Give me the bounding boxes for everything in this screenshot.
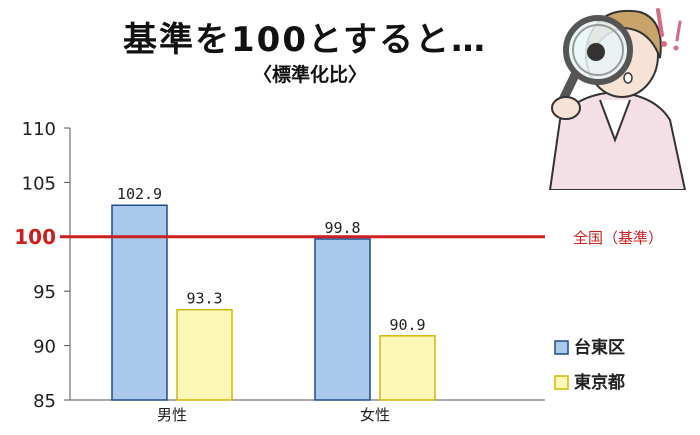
chart-subtitle: 〈標準化比〉 bbox=[252, 64, 367, 86]
x-tick-label: 男性 bbox=[157, 406, 187, 424]
y-tick-label: 105 bbox=[22, 173, 56, 194]
legend-label: 東京都 bbox=[574, 372, 625, 393]
data-label: 90.9 bbox=[389, 316, 425, 334]
reference-line-label: 全国（基準） bbox=[573, 229, 663, 247]
y-tick-label: 85 bbox=[33, 391, 56, 412]
y-tick-label: 110 bbox=[22, 119, 56, 140]
legend-swatch bbox=[554, 375, 569, 390]
data-label: 99.8 bbox=[324, 219, 360, 237]
bar-taito-female bbox=[314, 238, 371, 401]
bar-taito-male bbox=[111, 204, 168, 401]
y-tick-label: 90 bbox=[33, 337, 56, 358]
bar-tokyo-male bbox=[176, 308, 233, 401]
chart-title: 基準を100とすると… bbox=[123, 20, 487, 60]
y-tick-label: 95 bbox=[33, 282, 56, 303]
data-label: 102.9 bbox=[117, 185, 162, 203]
x-tick-label: 女性 bbox=[360, 406, 390, 424]
magnifying-glass-person-icon bbox=[548, 8, 687, 190]
y-tick-label: 100 bbox=[14, 225, 56, 249]
data-label: 93.3 bbox=[186, 290, 222, 308]
legend-label: 台東区 bbox=[574, 337, 625, 358]
bar-tokyo-female bbox=[379, 335, 436, 401]
legend-swatch bbox=[554, 340, 569, 355]
